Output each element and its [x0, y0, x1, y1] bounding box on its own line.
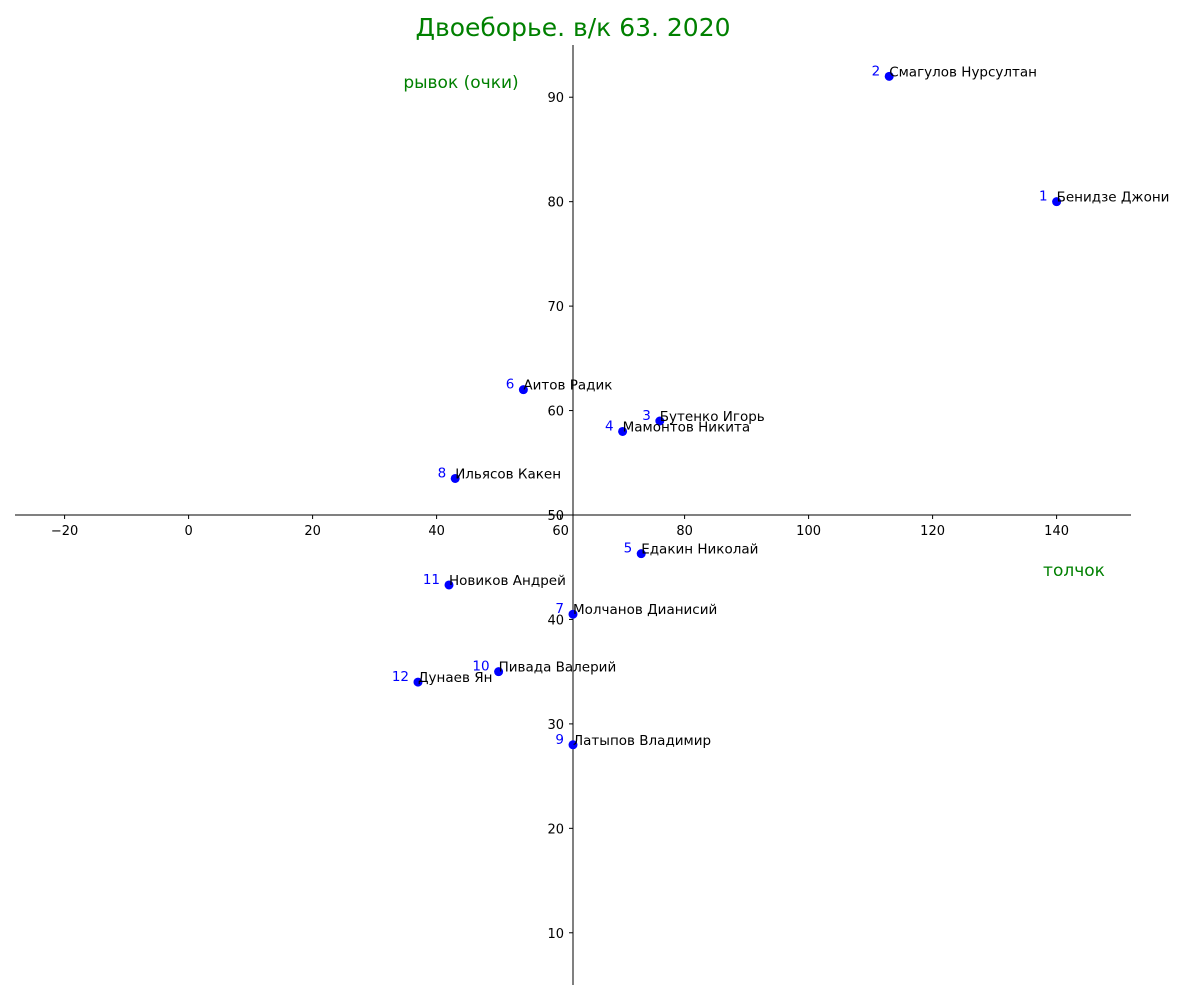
point-rank-label: 2 — [872, 63, 881, 79]
point-rank-label: 9 — [555, 732, 564, 748]
point-rank-label: 6 — [506, 377, 515, 393]
point-rank-label: 10 — [472, 659, 489, 675]
point-name-label: Пивада Валерий — [499, 660, 617, 676]
x-tick-label: 60 — [552, 524, 569, 539]
point-name-label: Смагулов Нурсултан — [889, 64, 1037, 80]
point-name-label: Ильясов Какен — [455, 466, 561, 482]
data-point — [518, 385, 528, 395]
x-tick-label: 0 — [184, 524, 192, 539]
y-tick-label: 20 — [547, 822, 564, 837]
y-tick-label: 60 — [547, 405, 564, 420]
point-name-label: Аитов Радик — [523, 378, 612, 394]
data-point — [618, 426, 628, 436]
point-name-label: Латыпов Владимир — [573, 733, 711, 749]
point-name-label: Едакин Николай — [641, 542, 758, 558]
x-tick-label: 40 — [428, 524, 445, 539]
point-rank-label: 7 — [555, 601, 564, 617]
y-tick-label: 30 — [547, 718, 564, 733]
point-rank-label: 4 — [605, 418, 614, 434]
data-point — [444, 580, 454, 590]
y-tick-label: 80 — [547, 196, 564, 211]
x-tick-label: −20 — [51, 524, 78, 539]
point-rank-label: 8 — [438, 465, 447, 481]
point-rank-label: 11 — [423, 572, 440, 588]
y-tick-label: 40 — [547, 613, 564, 628]
data-point — [884, 71, 894, 81]
data-point — [494, 667, 504, 677]
x-tick-label: 140 — [1044, 524, 1069, 539]
data-point — [1052, 197, 1062, 207]
y-tick-label: 50 — [547, 509, 564, 524]
data-point — [655, 416, 665, 426]
point-name-label: Мамонтов Никита — [623, 419, 751, 435]
x-tick-label: 20 — [304, 524, 321, 539]
point-rank-label: 5 — [624, 541, 633, 557]
data-point — [568, 740, 578, 750]
point-rank-label: 3 — [642, 408, 651, 424]
data-point — [568, 609, 578, 619]
point-name-label: Молчанов Дианисий — [573, 602, 717, 618]
y-tick-label: 10 — [547, 927, 564, 942]
point-name-label: Бутенко Игорь — [660, 409, 765, 425]
x-tick-label: 80 — [676, 524, 693, 539]
point-name-label: Новиков Андрей — [449, 573, 566, 589]
chart-title: Двоеборье. в/к 63. 2020 — [415, 13, 730, 42]
x-tick-label: 120 — [920, 524, 945, 539]
y-axis-label: рывок (очки) — [403, 73, 518, 93]
data-point — [413, 677, 423, 687]
data-point — [636, 549, 646, 559]
x-axis-label: толчок — [1043, 561, 1105, 581]
y-tick-label: 90 — [547, 91, 564, 106]
data-points: 1 Бенидзе Джони 2 Смагулов Нурсултан 3 Бутенк… — [392, 63, 1170, 750]
point-name-label: Дунаев Ян — [418, 670, 492, 686]
point-rank-label: 1 — [1039, 189, 1048, 205]
y-tick-label: 70 — [547, 300, 564, 315]
point-name-label: Бенидзе Джони — [1057, 190, 1170, 206]
x-tick-label: 100 — [796, 524, 821, 539]
data-point — [450, 473, 460, 483]
point-rank-label: 12 — [392, 669, 409, 685]
